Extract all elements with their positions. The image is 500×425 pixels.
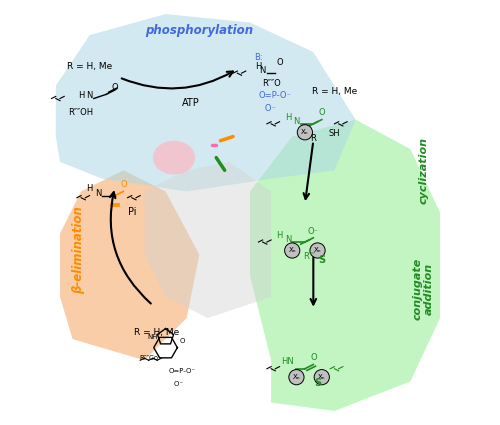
- Text: Pi: Pi: [128, 207, 136, 218]
- Text: R = H, Me: R = H, Me: [67, 62, 112, 71]
- Circle shape: [284, 243, 300, 258]
- Polygon shape: [144, 162, 271, 318]
- Polygon shape: [60, 170, 200, 360]
- Text: O: O: [112, 83, 118, 92]
- Text: R = H, Me: R = H, Me: [312, 87, 357, 96]
- Text: R = H, Me: R = H, Me: [134, 328, 180, 337]
- Text: Xₙ: Xₙ: [301, 129, 308, 135]
- Text: H: H: [276, 231, 282, 240]
- Circle shape: [289, 370, 304, 385]
- Text: B:: B:: [254, 54, 263, 62]
- Text: HN: HN: [282, 357, 294, 366]
- Polygon shape: [56, 14, 356, 191]
- Text: Xₙ: Xₙ: [288, 247, 296, 253]
- Text: SH: SH: [328, 130, 340, 139]
- Text: conjugate
addition: conjugate addition: [412, 258, 434, 320]
- Polygon shape: [250, 119, 440, 411]
- Text: cyclization: cyclization: [418, 137, 428, 204]
- Text: N: N: [86, 91, 92, 100]
- Text: H: H: [78, 91, 84, 100]
- Text: H: H: [285, 113, 291, 122]
- Text: S: S: [314, 377, 321, 388]
- Text: H: H: [256, 62, 262, 71]
- Text: O: O: [310, 353, 316, 362]
- Text: S: S: [318, 255, 326, 265]
- Text: O⁻: O⁻: [308, 227, 319, 235]
- Text: N: N: [260, 66, 266, 75]
- Text: ATP: ATP: [182, 98, 200, 108]
- Circle shape: [298, 125, 312, 140]
- Text: O=P-O⁻: O=P-O⁻: [169, 368, 196, 374]
- Text: phosphorylation: phosphorylation: [146, 25, 254, 37]
- Ellipse shape: [153, 141, 195, 175]
- Text: O: O: [180, 338, 185, 344]
- Text: R″″: R″″: [303, 252, 315, 261]
- Circle shape: [310, 243, 325, 258]
- Text: O=P-O⁻: O=P-O⁻: [259, 91, 292, 100]
- Text: O: O: [120, 180, 126, 189]
- Text: N: N: [95, 189, 101, 198]
- Text: Xₙ: Xₙ: [292, 374, 300, 380]
- Text: Xₙ: Xₙ: [318, 374, 326, 380]
- Circle shape: [314, 370, 330, 385]
- Text: O: O: [276, 58, 283, 67]
- Text: N: N: [294, 117, 300, 126]
- Text: O: O: [318, 108, 325, 117]
- Text: H: H: [86, 184, 92, 193]
- Text: R″″O: R″″O: [262, 79, 280, 88]
- Text: Xₙ: Xₙ: [314, 247, 322, 253]
- Text: β-elimination: β-elimination: [72, 207, 86, 295]
- Text: NH: NH: [148, 334, 158, 340]
- Text: R″″OH: R″″OH: [68, 108, 94, 117]
- Text: R″″Co: R″″Co: [139, 355, 158, 361]
- Text: N: N: [285, 235, 291, 244]
- Text: R: R: [310, 134, 316, 143]
- Text: O⁻: O⁻: [165, 381, 183, 387]
- Text: O⁻: O⁻: [258, 104, 276, 113]
